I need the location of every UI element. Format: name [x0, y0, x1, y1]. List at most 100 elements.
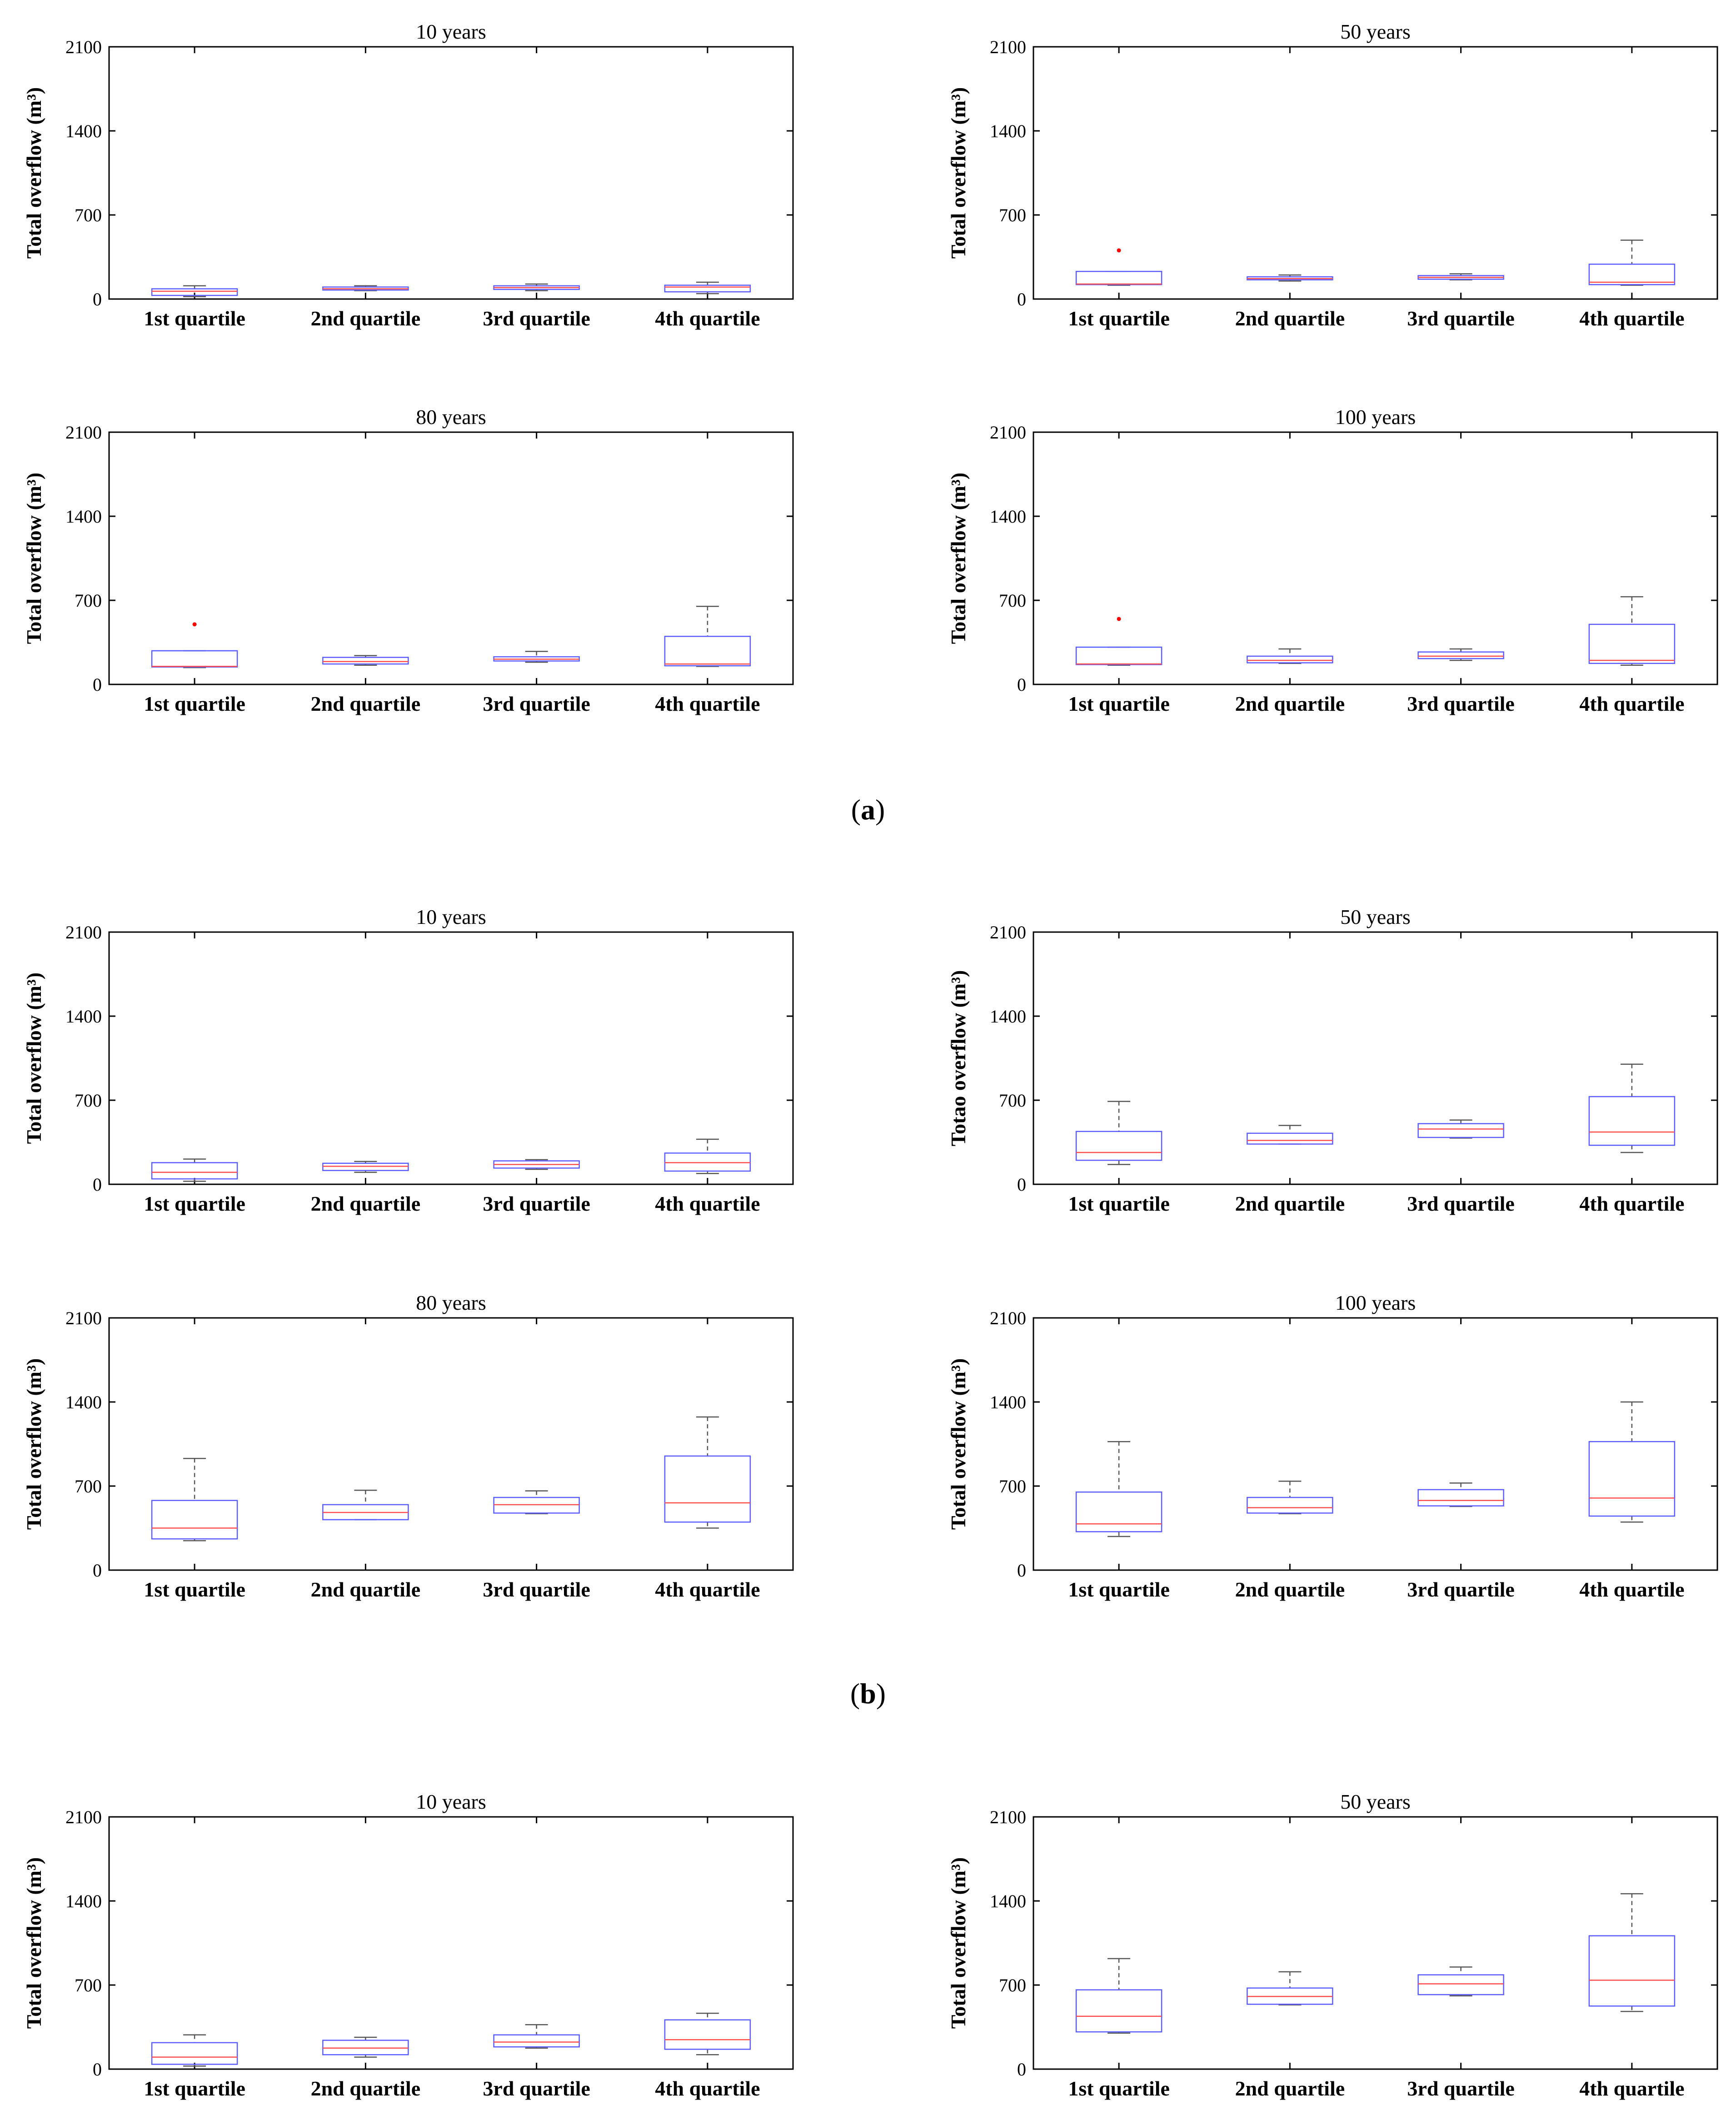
x-tick-label: 2nd quartile	[1235, 307, 1345, 330]
x-tick-label: 1st quartile	[1068, 1192, 1170, 1215]
y-axis-label: Total overflow (m³)	[947, 1857, 970, 2029]
box-2	[322, 655, 409, 666]
chart-a-80: 80 years 0 700 1400 2100 Total overflow (m³) 1…	[22, 405, 794, 715]
y-tick-label: 2100	[65, 37, 102, 57]
box-iqr	[664, 1152, 751, 1172]
x-tick-label: 2nd quartile	[1235, 1578, 1345, 1601]
box-iqr	[1075, 1131, 1162, 1161]
box-iqr	[322, 657, 409, 665]
y-tick-label: 2100	[990, 422, 1026, 443]
chart-b-100: 100 years 0 700 1400 2100 Total overflow (m³)…	[947, 1291, 1718, 1601]
x-tick-label: 4th quartile	[1579, 307, 1684, 330]
box-2	[322, 285, 409, 291]
y-tick-label: 2100	[990, 1807, 1026, 1827]
chart-title: 100 years	[1335, 1291, 1416, 1314]
box-4	[1588, 1401, 1676, 1523]
box-iqr	[493, 1496, 580, 1514]
x-tick-label: 1st quartile	[1068, 2077, 1170, 2100]
x-tick-label: 3rd quartile	[483, 1192, 590, 1215]
y-axis-label: Totao overflow (m³)	[947, 970, 970, 1147]
plot-frame	[108, 1816, 794, 2070]
box-1	[151, 1457, 238, 1541]
x-tick-label: 1st quartile	[1068, 1578, 1170, 1601]
box-4	[1588, 596, 1676, 666]
box-4	[1588, 1063, 1676, 1153]
y-tick-label: 1400	[990, 1392, 1026, 1412]
chart-a-100: 100 years 0 700 1400 2100 Total overflow (m³)…	[947, 405, 1718, 715]
box-1	[151, 622, 238, 668]
y-tick-label: 0	[93, 2059, 102, 2080]
y-tick-label: 0	[1017, 2059, 1026, 2080]
box-iqr	[1417, 651, 1504, 659]
plot-frame	[1033, 1317, 1718, 1571]
y-axis-label: Total overflow (m³)	[947, 473, 970, 644]
box-iqr	[151, 2042, 238, 2065]
chart-a-50: 50 years 0 700 1400 2100 Total overflow (m³) 1…	[947, 20, 1718, 330]
plot-frame	[108, 1317, 794, 1571]
box-3	[1417, 648, 1504, 661]
y-tick-label: 700	[999, 205, 1026, 225]
box-iqr	[1588, 1935, 1676, 2007]
x-tick-label: 2nd quartile	[1235, 692, 1345, 715]
box-iqr	[322, 1162, 409, 1171]
box-4	[664, 1416, 751, 1529]
y-tick-label: 2100	[65, 922, 102, 943]
box-iqr	[151, 650, 238, 668]
x-tick-label: 4th quartile	[655, 1578, 760, 1601]
x-tick-label: 1st quartile	[144, 307, 245, 330]
x-tick-label: 3rd quartile	[1407, 1578, 1514, 1601]
plot-frame	[1033, 431, 1718, 685]
box-1	[151, 2034, 238, 2067]
box-1	[151, 285, 238, 297]
y-tick-label: 1400	[990, 506, 1026, 527]
y-tick-label: 0	[93, 1560, 102, 1581]
box-iqr	[1075, 646, 1162, 665]
plot-frame	[108, 931, 794, 1185]
y-tick-label: 700	[75, 1476, 102, 1496]
box-4	[664, 1138, 751, 1174]
x-tick-label: 3rd quartile	[1407, 2077, 1514, 2100]
y-tick-label: 1400	[65, 1891, 102, 1911]
box-2	[322, 2036, 409, 2058]
x-tick-label: 1st quartile	[144, 1578, 245, 1601]
box-4	[664, 605, 751, 667]
box-iqr	[664, 636, 751, 667]
chart-title: 80 years	[416, 1291, 486, 1314]
chart-b-10: 10 years 0 700 1400 2100 Total overflow (m³) 1…	[22, 905, 794, 1215]
x-tick-label: 1st quartile	[144, 1192, 245, 1215]
box-iqr	[1588, 624, 1676, 664]
box-4	[1588, 239, 1676, 286]
box-1	[1075, 1441, 1162, 1537]
x-tick-label: 4th quartile	[1579, 692, 1684, 715]
y-tick-label: 2100	[990, 922, 1026, 943]
outlier-point	[1117, 617, 1121, 621]
box-iqr	[1417, 1489, 1504, 1506]
y-tick-label: 2100	[65, 422, 102, 443]
y-tick-label: 1400	[990, 121, 1026, 141]
x-tick-label: 4th quartile	[1579, 1578, 1684, 1601]
y-tick-label: 700	[999, 1975, 1026, 1995]
plot-frame	[1033, 46, 1718, 300]
box-2	[322, 1161, 409, 1173]
chart-title: 80 years	[416, 405, 486, 429]
y-tick-label: 700	[999, 590, 1026, 611]
x-tick-label: 2nd quartile	[311, 1192, 421, 1215]
chart-title: 10 years	[416, 1790, 486, 1813]
y-tick-label: 2100	[990, 1308, 1026, 1328]
box-1	[1075, 1958, 1162, 2034]
y-axis-label: Total overflow (m³)	[22, 973, 45, 1144]
box-3	[493, 2024, 580, 2049]
x-tick-label: 1st quartile	[1068, 307, 1170, 330]
chart-title: 100 years	[1335, 405, 1416, 429]
y-tick-label: 700	[75, 205, 102, 225]
plot-frame	[1033, 931, 1718, 1185]
chart-title: 10 years	[416, 20, 486, 43]
box-iqr	[1247, 1496, 1333, 1514]
plot-frame	[1033, 1816, 1718, 2070]
y-tick-label: 0	[93, 1174, 102, 1195]
outlier-point	[192, 622, 197, 627]
y-tick-label: 2100	[65, 1308, 102, 1328]
box-iqr	[493, 2034, 580, 2048]
outlier-point	[1117, 248, 1121, 253]
